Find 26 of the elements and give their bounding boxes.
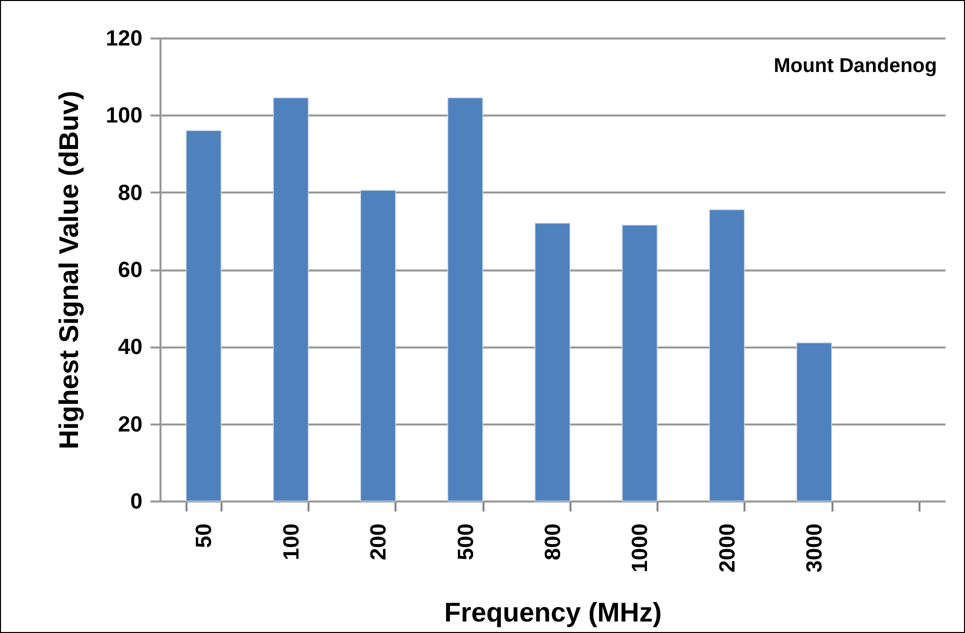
x-axis-title: Frequency (MHz) bbox=[444, 597, 662, 628]
bar bbox=[447, 97, 484, 502]
x-tick-label: 1000 bbox=[627, 524, 652, 572]
y-tick-label: 100 bbox=[106, 102, 142, 128]
bar bbox=[796, 342, 832, 502]
x-tick-label: 800 bbox=[540, 524, 565, 560]
y-tick-label: 0 bbox=[130, 488, 142, 514]
x-tick-label: 3000 bbox=[802, 524, 827, 572]
bar bbox=[709, 209, 745, 502]
y-tick-label: 20 bbox=[118, 411, 142, 436]
bar bbox=[534, 222, 570, 502]
bar bbox=[186, 130, 222, 502]
y-axis-title: Highest Signal Value (dBuv) bbox=[54, 90, 84, 450]
bar bbox=[360, 190, 396, 502]
y-tick-label: 40 bbox=[118, 334, 142, 360]
y-tick-label: 80 bbox=[118, 180, 142, 205]
annotation: Mount Dandenog bbox=[774, 55, 937, 77]
y-tick-label: 120 bbox=[106, 26, 142, 50]
x-tick-label: 200 bbox=[366, 524, 391, 560]
x-tick-label: 500 bbox=[452, 524, 478, 560]
y-tick-label: 60 bbox=[118, 257, 142, 282]
x-tick-label: 50 bbox=[191, 524, 216, 548]
bar bbox=[622, 224, 658, 502]
x-tick-label: 100 bbox=[278, 524, 304, 560]
bar bbox=[272, 97, 309, 502]
x-tick-label: 2000 bbox=[714, 524, 740, 572]
